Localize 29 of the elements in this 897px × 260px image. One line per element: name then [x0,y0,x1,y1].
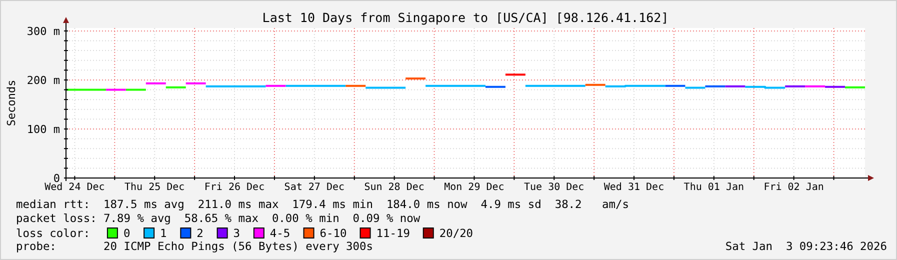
y-axis-title: Seconds [5,80,18,126]
x-tick-label: Tue 30 Dec [524,182,584,193]
x-tick-label: Fri 02 Jan [764,182,824,193]
chart-title: Last 10 Days from Singapore to [US/CA] [98.126.41.162] [262,10,669,25]
x-tick-label: Mon 29 Dec [444,182,504,193]
x-tick-label: Wed 24 Dec [44,182,105,193]
legend-title: loss color: [16,227,90,240]
y-tick-label: 0 [53,172,60,185]
x-tick-label: Fri 26 Dec [204,182,265,193]
text: median rtt: 187.5 ms avg 211.0 ms max 179.4 ms min 184.0 ms now 4.9 ms sd 38.2 am/s [16,198,629,211]
legend-label: 1 [160,227,167,240]
y-tick-label: 100 m [26,122,60,136]
y-tick-label: 200 m [26,74,60,87]
legend-label: 20/20 [439,227,474,240]
text: packet loss: 7.89 % avg 58.65 % max 0.00 % min 0.09 % now [16,212,420,225]
x-tick-label: Wed 31 Dec [604,182,664,193]
x-tick-label: Thu 25 Dec [124,182,185,193]
text: probe: 20 ICMP Echo Pings (56 Bytes) every 300s [16,240,373,253]
legend-label: 4-5 [270,227,290,240]
x-tick-label: Sun 28 Dec [364,182,424,193]
legend-label: 3 [233,227,240,240]
x-tick-label: Sat 27 Dec [284,182,345,193]
legend-label: 6-10 [320,227,347,240]
text: Sat Jan 3 09:23:46 2026 [725,240,888,253]
legend-label: 2 [196,227,204,240]
x-tick-label: Thu 01 Jan [684,182,744,193]
legend-label: 0 [123,227,130,240]
y-tick-label: 300 m [26,24,60,38]
legend-label: 11-19 [376,227,410,240]
